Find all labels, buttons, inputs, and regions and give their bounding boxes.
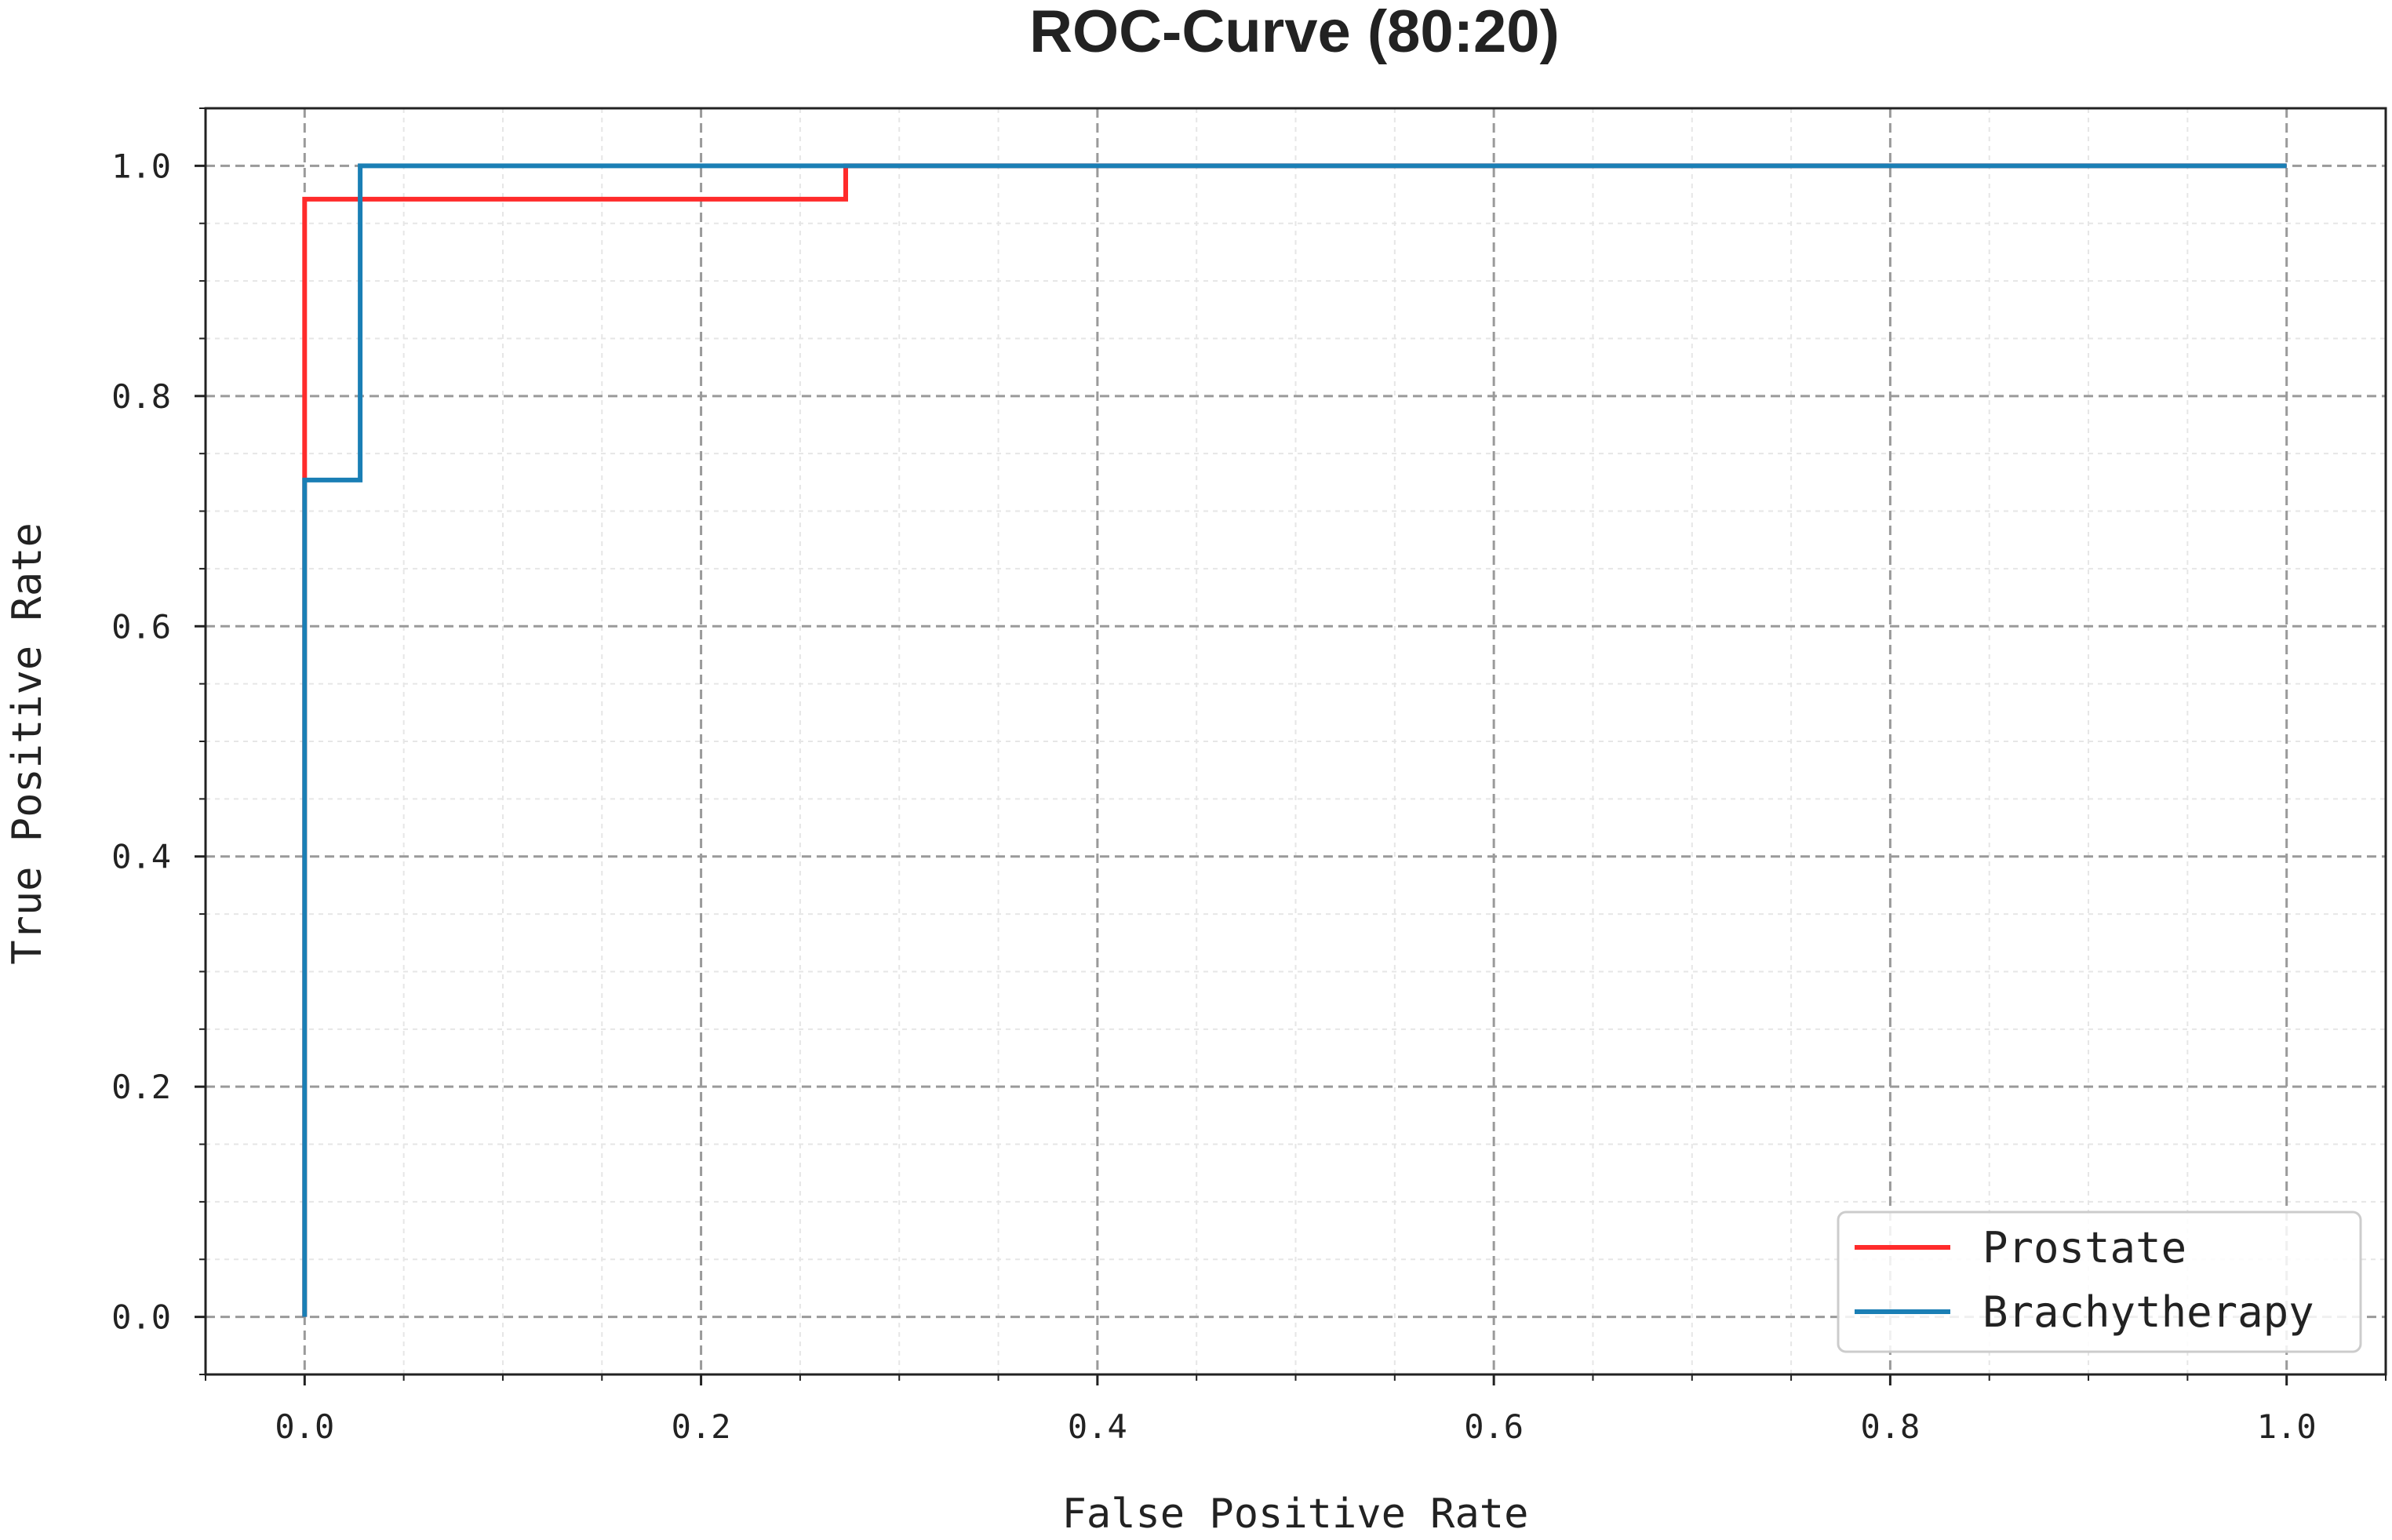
x-axis-label: False Positive Rate <box>1062 1491 1529 1538</box>
legend-label-brachytherapy: Brachytherapy <box>1982 1287 2314 1337</box>
minor-grid <box>205 107 2387 1375</box>
x-tick-labels: 0.0 0.2 0.4 0.6 0.8 1.0 <box>275 1407 2316 1446</box>
y-tick-label: 0.6 <box>111 607 171 646</box>
legend: Prostate Brachytherapy <box>1837 1211 2362 1353</box>
x-tick-label: 0.8 <box>1860 1407 1920 1446</box>
y-tick-label: 0.0 <box>111 1298 171 1337</box>
legend-box <box>1837 1211 2362 1353</box>
x-tick-label: 0.0 <box>275 1407 334 1446</box>
x-tick-label: 0.2 <box>672 1407 731 1446</box>
series-lines <box>302 163 2287 1317</box>
y-tick-label: 1.0 <box>111 147 171 185</box>
chart-title: ROC-Curve (80:20) <box>1029 0 1560 65</box>
y-tick-label: 0.4 <box>111 838 171 876</box>
y-tick-labels: 0.0 0.2 0.4 0.6 0.8 1.0 <box>111 147 171 1336</box>
y-tick-label: 0.2 <box>111 1068 171 1106</box>
y-tick-label: 0.8 <box>111 377 171 416</box>
y-axis-label: True Positive Rate <box>4 522 51 965</box>
x-tick-label: 0.6 <box>1464 1407 1524 1446</box>
series-line-brachytherapy <box>302 163 2287 1317</box>
x-tick-label: 1.0 <box>2257 1407 2317 1446</box>
legend-label-prostate: Prostate <box>1982 1223 2186 1272</box>
x-tick-label: 0.4 <box>1068 1407 1127 1446</box>
plot-frame <box>204 107 2387 1376</box>
